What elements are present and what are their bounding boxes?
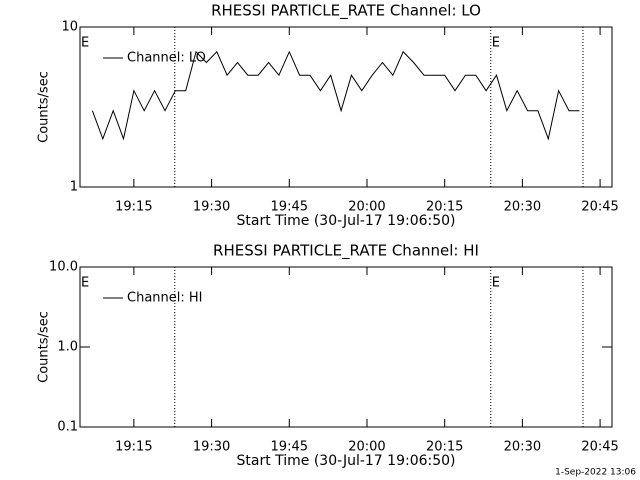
x-tick-label: 20:00 bbox=[348, 200, 385, 215]
y-axis-title: Counts/sec bbox=[37, 311, 52, 383]
y-tick-label: 0.1 bbox=[57, 420, 78, 435]
x-tick-label: 19:15 bbox=[115, 200, 152, 215]
plot-frame bbox=[79, 26, 613, 188]
y-tick-label: 10 bbox=[61, 20, 78, 35]
legend-label: Channel: HI bbox=[127, 291, 203, 306]
event-label: E bbox=[492, 276, 500, 291]
event-label: E bbox=[492, 36, 500, 51]
x-tick-label: 19:30 bbox=[193, 200, 230, 215]
event-label: E bbox=[81, 36, 89, 51]
data-line bbox=[91, 50, 580, 141]
y-axis-title: Counts/sec bbox=[37, 71, 52, 143]
y-tick-label: 1.0 bbox=[57, 340, 78, 355]
x-tick-label: 20:45 bbox=[581, 200, 618, 215]
x-tick-label: 19:45 bbox=[271, 200, 308, 215]
x-tick-label: 19:15 bbox=[115, 440, 152, 455]
x-tick-label: 20:30 bbox=[504, 440, 541, 455]
x-axis-title: Start Time (30-Jul-17 19:06:50) bbox=[236, 453, 455, 469]
x-tick-label: 20:15 bbox=[426, 440, 463, 455]
y-tick-label: 1 bbox=[70, 180, 78, 195]
x-tick-label: 20:30 bbox=[504, 200, 541, 215]
x-tick-label: 20:00 bbox=[348, 440, 385, 455]
x-tick-label: 19:45 bbox=[271, 440, 308, 455]
x-tick-label: 20:45 bbox=[581, 440, 618, 455]
y-tick-label: 10.0 bbox=[49, 260, 78, 275]
event-label: E bbox=[81, 276, 89, 291]
chart-title: RHESSI PARTICLE_RATE Channel: HI bbox=[213, 242, 479, 261]
legend-label: Channel: LO bbox=[127, 51, 206, 66]
footer: 1-Sep-2022 13:06 bbox=[555, 468, 636, 478]
x-tick-label: 20:15 bbox=[426, 200, 463, 215]
x-axis-title: Start Time (30-Jul-17 19:06:50) bbox=[236, 213, 455, 229]
x-tick-label: 19:30 bbox=[193, 440, 230, 455]
chart-title: RHESSI PARTICLE_RATE Channel: LO bbox=[211, 2, 481, 21]
